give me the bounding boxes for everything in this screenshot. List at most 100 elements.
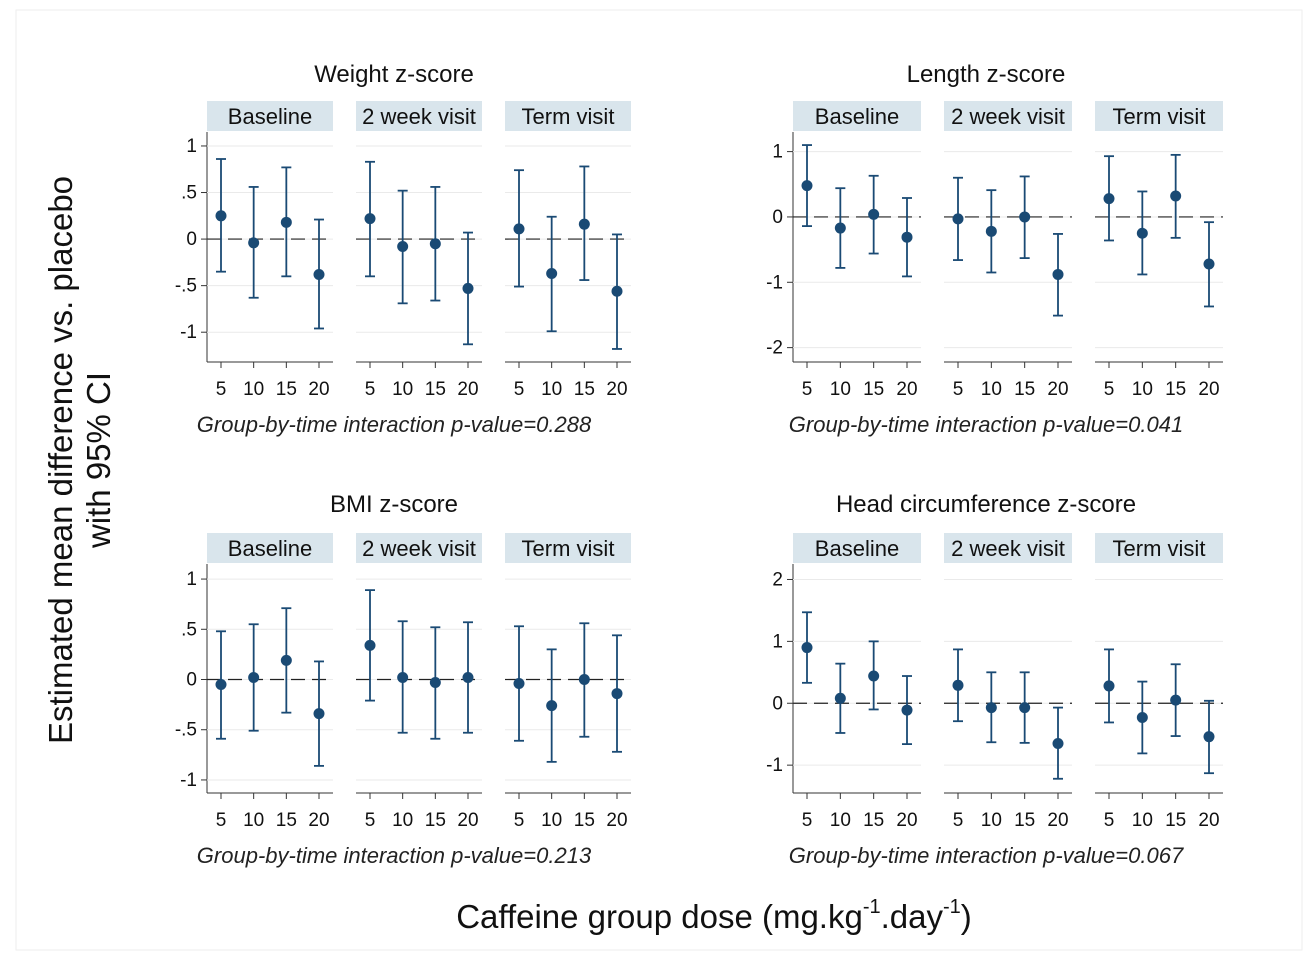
estimate-point: [1052, 737, 1064, 749]
panel-strip: [944, 533, 1072, 563]
estimate-point: [397, 241, 409, 253]
panel-strip-label: 2 week visit: [362, 536, 476, 561]
x-tick-label: 10: [981, 810, 1002, 831]
y-tick-label: 1: [186, 136, 197, 157]
x-tick-label: 5: [1104, 379, 1115, 400]
x-tick-label: 15: [1014, 810, 1035, 831]
interaction-p-value: Group-by-time interaction p-value=0.288: [197, 412, 592, 437]
estimate-point: [1052, 268, 1064, 280]
estimate-point: [215, 210, 227, 222]
y-tick-label: -.5: [175, 276, 197, 297]
x-tick-label: 20: [457, 810, 478, 831]
x-axis-title-superscript-2: -1: [943, 896, 961, 918]
interaction-p-value: Group-by-time interaction p-value=0.067: [789, 843, 1184, 868]
x-tick-label: 20: [896, 379, 917, 400]
x-tick-label: 20: [308, 810, 329, 831]
panel-strip-label: Baseline: [228, 536, 312, 561]
chart-title: Weight z-score: [314, 61, 474, 88]
chart-0: Weight z-score 1 .5 0 -.5 -1 Baseline 5 10 15 20 2 …: [175, 61, 631, 437]
x-tick-label: 10: [392, 810, 413, 831]
estimate-point: [1103, 193, 1115, 205]
estimate-point: [364, 639, 376, 651]
panel-strip-label: Baseline: [815, 536, 899, 561]
x-tick-label: 15: [1165, 810, 1186, 831]
chart-title: BMI z-score: [330, 491, 458, 518]
x-tick-label: 20: [606, 810, 627, 831]
chart-title: Head circumference z-score: [836, 491, 1136, 518]
y-tick-label: -1: [766, 755, 783, 776]
x-tick-label: 5: [216, 810, 227, 831]
panel-strip: [207, 533, 333, 563]
x-tick-label: 15: [276, 379, 297, 400]
x-tick-label: 10: [1132, 810, 1153, 831]
estimate-point: [1136, 227, 1148, 239]
panel-strip-label: Term visit: [522, 536, 615, 561]
panel-strip-label: Term visit: [1113, 104, 1206, 129]
y-tick-label: .5: [181, 183, 197, 204]
panel-strip: [207, 101, 333, 131]
chart-title: Length z-score: [907, 61, 1066, 88]
x-tick-label: 15: [863, 379, 884, 400]
x-tick-label: 20: [896, 810, 917, 831]
x-tick-label: 10: [541, 379, 562, 400]
estimate-point: [834, 692, 846, 704]
x-tick-label: 15: [1165, 379, 1186, 400]
x-tick-label: 5: [802, 379, 813, 400]
estimate-point: [985, 702, 997, 714]
x-tick-label: 20: [1047, 810, 1068, 831]
y-tick-label: 1: [186, 569, 197, 590]
y-tick-label: 0: [772, 207, 783, 228]
estimate-point: [578, 674, 590, 686]
estimate-point: [1136, 711, 1148, 723]
panel-strip-label: Baseline: [228, 104, 312, 129]
panel-strip-label: 2 week visit: [362, 104, 476, 129]
estimate-point: [901, 231, 913, 243]
estimate-point: [611, 688, 623, 700]
chart-3: Head circumference z-score210-1Baseline5…: [766, 491, 1223, 868]
estimate-point: [1019, 211, 1031, 223]
y-tick-label: 0: [772, 693, 783, 714]
x-tick-label: 20: [606, 379, 627, 400]
estimate-point: [985, 225, 997, 237]
y-tick-label: .5: [181, 619, 197, 640]
estimate-point: [952, 213, 964, 225]
estimate-point: [513, 223, 525, 235]
panel-strip: [944, 101, 1072, 131]
estimate-point: [578, 218, 590, 230]
x-tick-label: 20: [1198, 810, 1219, 831]
estimate-point: [1170, 190, 1182, 202]
estimate-point: [397, 671, 409, 683]
x-tick-label: 10: [392, 379, 413, 400]
estimate-point: [462, 671, 474, 683]
estimate-point: [313, 268, 325, 280]
estimate-point: [1203, 258, 1215, 270]
estimate-point: [546, 700, 558, 712]
x-tick-label: 10: [1132, 379, 1153, 400]
y-tick-label: 0: [186, 229, 197, 250]
y-tick-label: 2: [772, 569, 783, 590]
x-tick-label: 10: [243, 379, 264, 400]
estimate-point: [868, 208, 880, 220]
panel-strip: [505, 101, 631, 131]
estimate-point: [801, 642, 813, 654]
chart-2: BMI z-score 1 .5 0 -.5 -1 Baseline 5 10 15 20 2 wee…: [175, 491, 631, 868]
x-tick-label: 20: [308, 379, 329, 400]
x-tick-label: 5: [365, 810, 376, 831]
x-axis-title-end: ): [961, 898, 972, 935]
estimate-point: [801, 180, 813, 192]
y-tick-label: -2: [766, 338, 783, 359]
interaction-p-value: Group-by-time interaction p-value=0.041: [789, 412, 1183, 437]
panel-strip: [505, 533, 631, 563]
estimate-point: [611, 285, 623, 297]
x-tick-label: 5: [216, 379, 227, 400]
x-tick-label: 15: [276, 810, 297, 831]
x-tick-label: 10: [243, 810, 264, 831]
x-tick-label: 10: [981, 379, 1002, 400]
estimate-point: [364, 213, 376, 225]
x-tick-label: 5: [514, 810, 525, 831]
estimate-point: [215, 679, 227, 691]
y-tick-label: 0: [186, 670, 197, 691]
